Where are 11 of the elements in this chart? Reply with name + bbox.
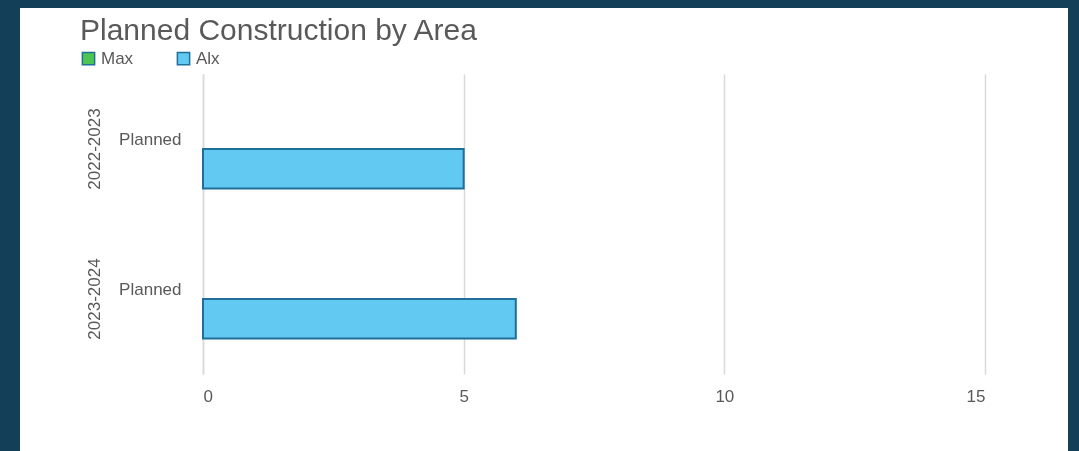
chart-title: Planned Construction by Area [80, 13, 478, 46]
x-tick-label: 0 [203, 386, 213, 406]
x-tick-label: 10 [715, 386, 735, 406]
x-tick-label: 5 [459, 386, 469, 406]
y-tick-label: Planned [119, 280, 182, 299]
text: 2022-2023 [85, 108, 104, 190]
y-tick-label: Planned [119, 130, 182, 149]
legend-label: Alx [196, 48, 221, 68]
text: 2023-2024 [85, 258, 104, 340]
legend-label: Max [101, 48, 134, 68]
x-tick-label: 15 [966, 386, 986, 406]
